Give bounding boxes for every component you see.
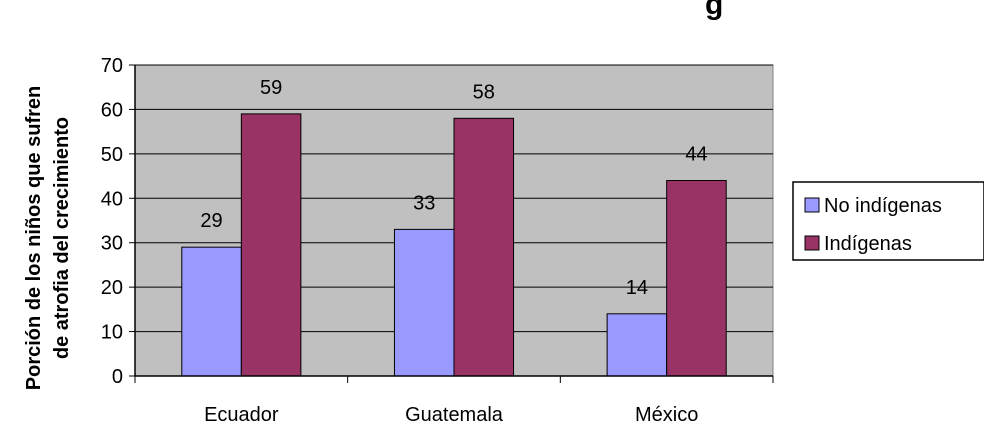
y-axis-title-line2: de atrofia del crecimiento [51, 117, 73, 359]
bar-indigenas [240, 113, 302, 377]
data-label: 29 [200, 210, 222, 232]
bar-no-indigenas [181, 246, 242, 377]
y-axis-ticks: 0 10 20 30 40 50 60 70 [101, 55, 135, 388]
legend-box [792, 181, 984, 261]
x-category-label: Ecuador [204, 404, 279, 426]
bar-no-indigenas [393, 228, 455, 377]
y-axis-title: Porción de los niños que sufren de atrof… [23, 86, 73, 390]
x-axis-categories: Ecuador Guatemala México [204, 404, 698, 426]
y-tick-label: 70 [101, 55, 123, 77]
legend-swatch [804, 197, 820, 213]
data-label: 59 [260, 77, 282, 99]
bars [181, 113, 727, 377]
data-label: 44 [685, 144, 707, 166]
data-label: 33 [413, 192, 435, 214]
legend: No indígenas Indígenas [792, 181, 984, 261]
y-axis-title-line1: Porción de los niños que sufren [23, 86, 45, 390]
y-tick-label: 60 [101, 99, 123, 121]
bar-indigenas [666, 180, 727, 377]
y-tick-label: 30 [101, 233, 123, 255]
legend-swatch [804, 235, 820, 251]
y-tick-label: 20 [101, 277, 123, 299]
bar-indigenas [453, 117, 515, 377]
legend-label: Indígenas [824, 233, 912, 255]
x-category-label: México [635, 404, 698, 426]
y-tick-label: 10 [101, 322, 123, 344]
x-category-label: Guatemala [405, 404, 504, 426]
chart-title-fragment: g [705, 0, 723, 21]
data-label: 58 [473, 81, 495, 103]
y-tick-label: 40 [101, 188, 123, 210]
axes [134, 65, 774, 383]
data-labels: 29 59 33 58 14 44 [200, 77, 707, 299]
data-label: 14 [626, 277, 648, 299]
bar-no-indigenas [606, 313, 668, 377]
legend-label: No indígenas [824, 195, 942, 217]
y-tick-label: 0 [112, 366, 123, 388]
y-tick-label: 50 [101, 144, 123, 166]
